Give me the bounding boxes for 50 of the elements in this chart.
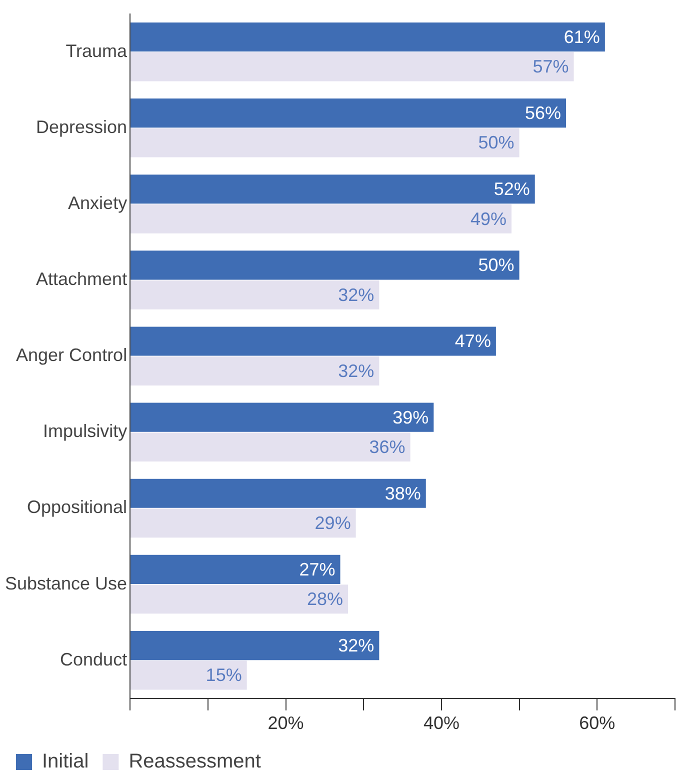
bar — [130, 128, 520, 158]
data-label: 15% — [206, 665, 242, 686]
y-tick-label: Anger Control — [16, 345, 128, 366]
data-label: 32% — [338, 284, 374, 305]
y-tick-label: Conduct — [60, 649, 128, 670]
data-label: 32% — [338, 636, 374, 656]
bar — [130, 584, 348, 614]
data-label: 56% — [524, 103, 562, 124]
x-tick-label: 20% — [268, 713, 304, 734]
data-label: 36% — [369, 436, 406, 457]
bar — [130, 22, 605, 52]
x-tick-label: 60% — [579, 713, 616, 734]
bar — [130, 402, 434, 432]
bar — [130, 250, 520, 280]
data-label: 28% — [307, 589, 344, 610]
data-label: 52% — [494, 179, 530, 200]
data-label: 27% — [299, 559, 336, 580]
bar — [130, 204, 512, 234]
bar — [130, 326, 496, 356]
legend-label: Initial — [42, 750, 89, 773]
y-tick-label: Substance Use — [4, 573, 128, 594]
bar — [130, 508, 356, 538]
bar — [130, 432, 410, 462]
y-tick-label: Trauma — [66, 40, 128, 61]
bar — [130, 478, 426, 508]
bar — [130, 554, 340, 584]
y-tick-label: Anxiety — [68, 192, 128, 213]
data-label: 39% — [392, 407, 429, 428]
data-label: 32% — [338, 360, 374, 381]
data-label: 50% — [478, 132, 514, 153]
bar — [130, 98, 566, 128]
x-tick-label: 40% — [423, 713, 460, 734]
bar — [130, 280, 380, 310]
bar — [130, 52, 574, 82]
bar — [130, 174, 535, 204]
legend-label: Reassessment — [128, 750, 262, 773]
data-label: 29% — [314, 513, 351, 534]
y-tick-label: Attachment — [36, 269, 128, 289]
data-label: 61% — [564, 26, 600, 47]
bar — [130, 660, 247, 690]
y-tick-label: Impulsivity — [43, 421, 128, 442]
data-label: 50% — [478, 255, 514, 276]
data-label: 57% — [532, 56, 569, 77]
y-tick-label: Oppositional — [26, 497, 128, 518]
data-label: 47% — [454, 331, 491, 352]
data-label: 49% — [470, 208, 507, 229]
bar — [130, 630, 380, 660]
bar — [130, 356, 380, 386]
data-label: 38% — [384, 483, 421, 504]
y-tick-label: Depression — [36, 116, 128, 137]
